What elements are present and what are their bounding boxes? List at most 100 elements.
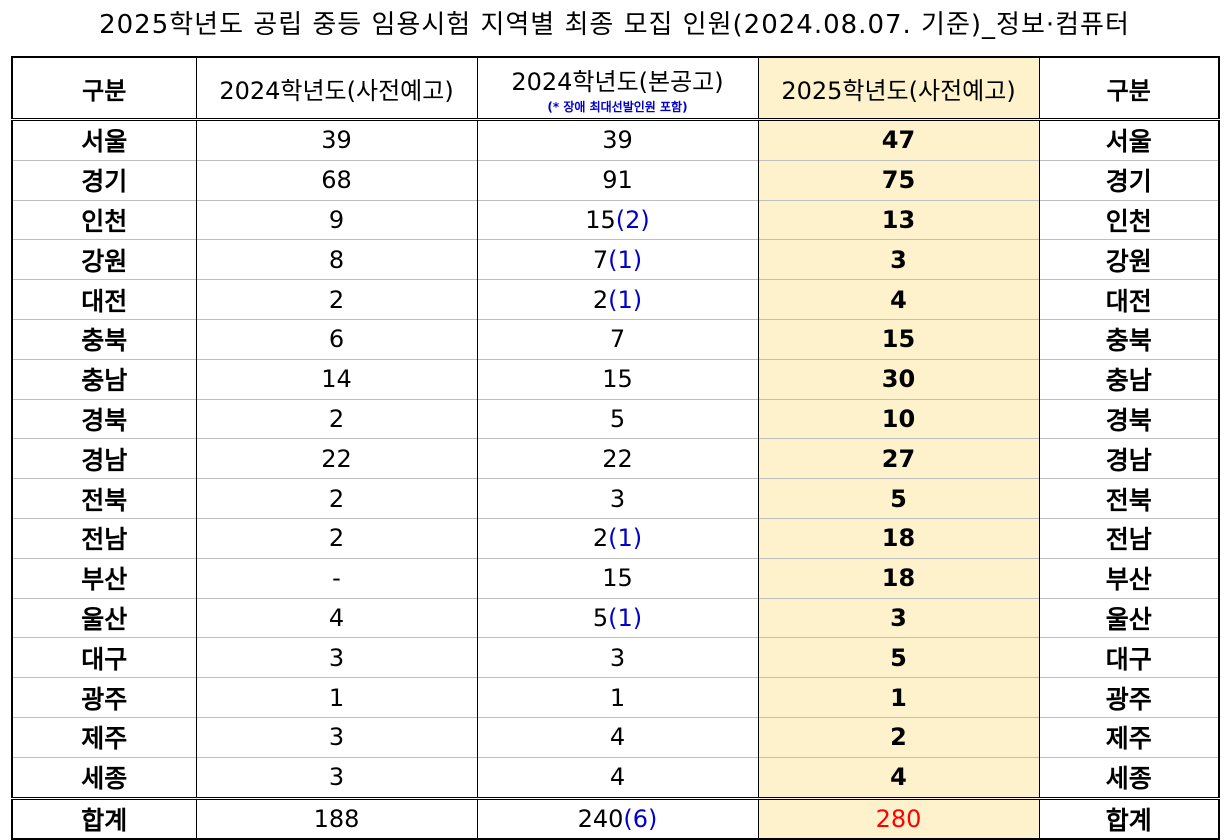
region-label-right: 전남 [1038,517,1220,559]
header-region-right: 구분 [1038,57,1220,121]
value-2025-pre: 47 [757,119,1040,161]
region-label: 광주 [11,677,197,718]
table-row: 충북 6 7 15 충북 [11,318,1220,360]
value-2024-main: 3 [476,637,759,678]
value-2025-pre: 280 [757,796,1040,840]
value-2024-pre: 6 [195,318,478,360]
page-title: 2025학년도 공립 중등 임용시험 지역별 최종 모집 인원(2024.08.… [99,10,1130,40]
header-2024-main: 2024학년도(본공고) (* 장애 최대선발인원 포함) [476,57,759,121]
value-2025-pre: 18 [757,517,1040,559]
region-label-right: 합계 [1038,796,1220,840]
region-label: 전남 [11,517,197,559]
value-2025-pre: 4 [757,279,1040,320]
value-2024-main: 15 [476,557,759,599]
value-2024-main-number: 15 [585,205,616,234]
region-label-right: 경북 [1038,398,1220,439]
table-row: 부산 -15 18 부산 [11,557,1220,599]
header-2024-pre: 2024학년도(사전예고) [195,57,478,121]
value-2024-pre: 4 [195,597,478,638]
table-row: 제주 3 4 2 제주 [11,716,1220,758]
value-2024-pre: 2 [195,517,478,559]
table-row: 세종 3 4 4 세종 [11,756,1220,799]
region-label: 서울 [11,119,197,161]
value-2024-pre: 3 [195,756,478,799]
region-label: 울산 [11,597,197,638]
value-2024-main-disabled: (1) [608,603,643,632]
value-2024-main: 5(1) [476,597,759,638]
header-2024-main-note: (* 장애 최대선발인원 포함) [547,99,688,114]
table-row: 광주 1 1 1 광주 [11,677,1220,718]
value-2025-pre: 2 [757,716,1040,758]
value-2024-main: 2(1) [476,279,759,320]
region-label-right: 광주 [1038,677,1220,718]
table-row: 전북 2 3 5 전북 [11,478,1220,519]
value-2025-pre: 5 [757,478,1040,519]
value-2024-main-number: 4 [609,763,626,792]
value-2024-main: 4 [476,756,759,799]
value-2024-pre: 22 [195,438,478,479]
value-2025-pre: 5 [757,637,1040,678]
region-label-right: 대전 [1038,279,1220,320]
table-row: 강원 8 7(1) 3 강원 [11,239,1220,280]
table-row: 서울 39 39 47 서울 [11,119,1220,161]
region-label: 대전 [11,279,197,320]
value-2025-pre: 10 [757,398,1040,439]
value-2024-main-disabled: (6) [623,804,658,833]
value-2025-pre: 3 [757,239,1040,280]
region-label-right: 대구 [1038,637,1220,678]
region-label: 제주 [11,716,197,758]
value-2024-main-number: 7 [592,245,609,274]
region-label: 경북 [11,398,197,439]
value-2024-pre: 3 [195,637,478,678]
value-2024-main-number: 39 [602,126,633,155]
value-2024-main-number: 240 [577,804,624,833]
value-2024-main: 5 [476,398,759,439]
value-2024-main-number: 3 [609,484,626,513]
table-row: 경북 2 5 10 경북 [11,398,1220,439]
region-label: 대구 [11,637,197,678]
region-label: 경기 [11,159,197,201]
header-2025-pre: 2025학년도(사전예고) [757,57,1040,121]
value-2024-main: 7 [476,318,759,360]
region-label: 합계 [11,796,197,840]
value-2024-main-number: 7 [609,325,626,354]
value-2024-main: 7(1) [476,239,759,280]
header-region-left: 구분 [11,57,197,121]
region-label-right: 경기 [1038,159,1220,201]
value-2024-main-disabled: (1) [608,285,643,314]
value-2024-main: 240(6) [476,796,759,840]
value-2024-main-number: 5 [609,404,626,433]
value-2024-pre: 1 [195,677,478,718]
region-label-right: 부산 [1038,557,1220,599]
value-2024-main: 39 [476,119,759,161]
value-2024-main-number: 4 [609,723,626,752]
value-2024-main-number: 2 [592,524,609,553]
region-label-right: 서울 [1038,119,1220,161]
region-label: 충남 [11,358,197,400]
value-2025-pre: 27 [757,438,1040,479]
value-2024-main-disabled: (1) [608,245,643,274]
value-2024-main-disabled: (2) [615,205,650,234]
value-2025-pre: 13 [757,199,1040,240]
value-2024-pre: 68 [195,159,478,201]
table-row: 인천 9 15(2) 13 인천 [11,199,1220,240]
region-label: 충북 [11,318,197,360]
value-2025-pre: 3 [757,597,1040,638]
region-label: 부산 [11,557,197,599]
header-2024-main-label: 2024학년도(본공고) [511,67,724,96]
table-body: 서울 39 39 47 서울 경기 68 91 75 경기 인천 9 15(2) 13 인천 강원 8 7(1) 3… [11,119,1220,840]
value-2025-pre: 4 [757,756,1040,799]
region-label-right: 제주 [1038,716,1220,758]
region-label-right: 전북 [1038,478,1220,519]
value-2024-pre: 14 [195,358,478,400]
value-2024-main: 4 [476,716,759,758]
region-label-right: 충남 [1038,358,1220,400]
value-2024-pre: 188 [195,796,478,840]
value-2024-main: 15(2) [476,199,759,240]
value-2024-main-number: 5 [592,603,609,632]
region-label-right: 세종 [1038,756,1220,799]
table-row: 대전 2 2(1) 4 대전 [11,279,1220,320]
table-row: 울산 4 5(1) 3 울산 [11,597,1220,638]
value-2024-pre: 2 [195,398,478,439]
region-label-right: 인천 [1038,199,1220,240]
